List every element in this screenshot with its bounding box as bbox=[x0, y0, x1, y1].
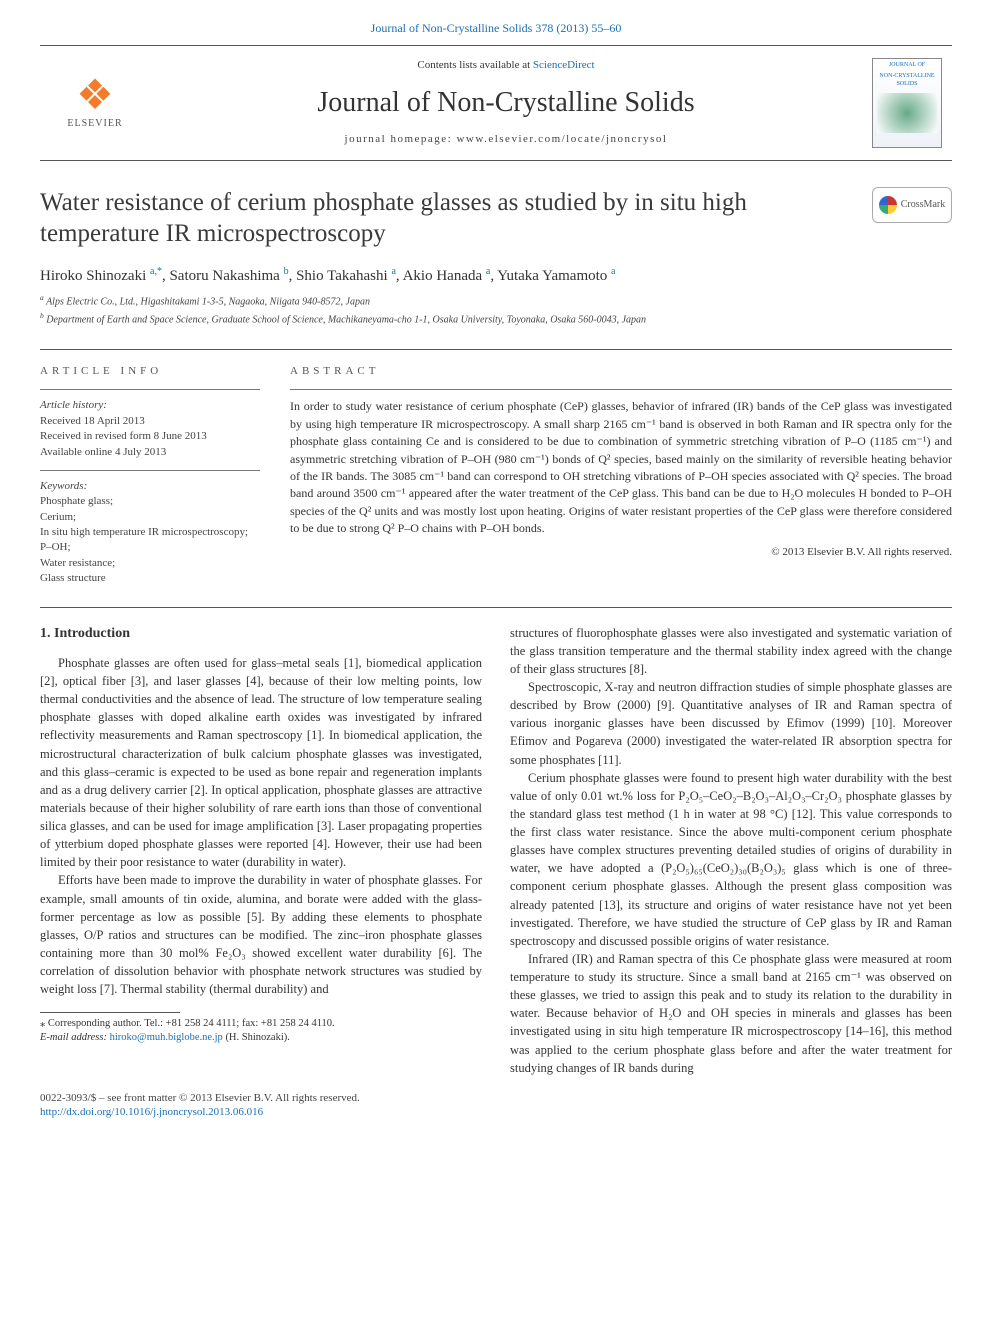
author-mark: a bbox=[486, 266, 490, 277]
body-paragraph: Phosphate glasses are often used for gla… bbox=[40, 654, 482, 872]
email-link[interactable]: hiroko@muh.biglobe.ne.jp bbox=[110, 1032, 223, 1043]
doi-link[interactable]: http://dx.doi.org/10.1016/j.jnoncrysol.2… bbox=[40, 1106, 263, 1118]
homepage-line: journal homepage: www.elsevier.com/locat… bbox=[140, 132, 872, 147]
journal-name: Journal of Non-Crystalline Solids bbox=[140, 83, 872, 122]
affil-mark: a bbox=[40, 293, 44, 302]
keyword: Cerium; bbox=[40, 510, 260, 525]
body-paragraph: Spectroscopic, X-ray and neutron diffrac… bbox=[510, 678, 952, 769]
article-history: Article history: Received 18 April 2013 … bbox=[40, 398, 260, 586]
article-info-column: ARTICLE INFO Article history: Received 1… bbox=[40, 364, 260, 587]
cover-title-main: NON-CRYSTALLINE SOLIDS bbox=[875, 72, 939, 89]
footnotes: ⁎ Corresponding author. Tel.: +81 258 24… bbox=[40, 1017, 482, 1044]
affil-text: Alps Electric Co., Ltd., Higashitakami 1… bbox=[46, 297, 370, 308]
author-mark: a bbox=[391, 266, 395, 277]
rule-header-bottom bbox=[40, 160, 952, 161]
citation-link[interactable]: Journal of Non-Crystalline Solids 378 (2… bbox=[371, 21, 622, 35]
affiliation: b Department of Earth and Space Science,… bbox=[40, 311, 952, 327]
author: Shio Takahashi bbox=[296, 268, 388, 284]
rule-body-top bbox=[40, 607, 952, 608]
homepage-label: journal homepage: bbox=[345, 133, 457, 145]
crossmark-label: CrossMark bbox=[901, 198, 945, 212]
affiliation: a Alps Electric Co., Ltd., Higashitakami… bbox=[40, 293, 952, 309]
info-rule bbox=[40, 389, 260, 390]
keyword: Water resistance; bbox=[40, 556, 260, 571]
email-line: E-mail address: hiroko@muh.biglobe.ne.jp… bbox=[40, 1031, 482, 1045]
cover-title-top: JOURNAL OF bbox=[875, 61, 939, 69]
issn-line: 0022-3093/$ – see front matter © 2013 El… bbox=[40, 1091, 360, 1105]
keyword: Glass structure bbox=[40, 571, 260, 586]
body-paragraph: Efforts have been made to improve the du… bbox=[40, 871, 482, 998]
footnote-rule bbox=[40, 1012, 180, 1013]
authors-line: Hiroko Shinozaki a,*, Satoru Nakashima b… bbox=[40, 265, 952, 287]
section-heading: 1. Introduction bbox=[40, 624, 482, 644]
crossmark-badge[interactable]: CrossMark bbox=[872, 187, 952, 223]
elsevier-tree-icon: ❖ bbox=[76, 75, 114, 117]
abstract-rule bbox=[290, 389, 952, 390]
keywords-label: Keywords: bbox=[40, 479, 260, 494]
rule-top bbox=[40, 45, 952, 46]
author: Akio Hanada bbox=[403, 268, 483, 284]
keyword: P–OH; bbox=[40, 540, 260, 555]
history-label: Article history: bbox=[40, 398, 260, 413]
abstract-column: ABSTRACT In order to study water resista… bbox=[290, 364, 952, 587]
keyword: Phosphate glass; bbox=[40, 494, 260, 509]
history-item: Received 18 April 2013 bbox=[40, 414, 260, 429]
page-footer: 0022-3093/$ – see front matter © 2013 El… bbox=[40, 1091, 952, 1120]
article-header: Water resistance of cerium phosphate gla… bbox=[40, 187, 952, 327]
keyword: In situ high temperature IR microspectro… bbox=[40, 525, 260, 540]
keywords-block: Keywords: Phosphate glass; Cerium; In si… bbox=[40, 479, 260, 587]
body-two-column: 1. Introduction Phosphate glasses are of… bbox=[40, 624, 952, 1077]
affil-mark: b bbox=[40, 311, 44, 320]
affil-text: Department of Earth and Space Science, G… bbox=[46, 314, 646, 325]
doi-block: 0022-3093/$ – see front matter © 2013 El… bbox=[40, 1091, 360, 1120]
body-paragraph: Cerium phosphate glasses were found to p… bbox=[510, 769, 952, 950]
author: Yutaka Yamamoto bbox=[497, 268, 607, 284]
info-abstract-row: ARTICLE INFO Article history: Received 1… bbox=[40, 349, 952, 587]
history-item: Available online 4 July 2013 bbox=[40, 445, 260, 460]
author-mark: a,* bbox=[150, 266, 162, 277]
article-info-heading: ARTICLE INFO bbox=[40, 364, 260, 379]
author-mark: a bbox=[611, 266, 615, 277]
abstract-copyright: © 2013 Elsevier B.V. All rights reserved… bbox=[290, 545, 952, 560]
body-paragraph: structures of fluorophosphate glasses we… bbox=[510, 624, 952, 678]
email-label: E-mail address: bbox=[40, 1032, 110, 1043]
citation-line: Journal of Non-Crystalline Solids 378 (2… bbox=[40, 20, 952, 37]
author-mark: b bbox=[284, 266, 289, 277]
info-rule bbox=[40, 470, 260, 471]
abstract-text: In order to study water resistance of ce… bbox=[290, 398, 952, 537]
crossmark-icon bbox=[879, 196, 897, 214]
sciencedirect-link[interactable]: ScienceDirect bbox=[533, 59, 595, 71]
journal-cover-thumb: JOURNAL OF NON-CRYSTALLINE SOLIDS bbox=[872, 58, 942, 148]
history-item: Received in revised form 8 June 2013 bbox=[40, 429, 260, 444]
elsevier-name: ELSEVIER bbox=[67, 117, 122, 131]
elsevier-logo: ❖ ELSEVIER bbox=[50, 58, 140, 148]
header-center: Contents lists available at ScienceDirec… bbox=[140, 58, 872, 148]
homepage-url[interactable]: www.elsevier.com/locate/jnoncrysol bbox=[456, 133, 667, 145]
abstract-heading: ABSTRACT bbox=[290, 364, 952, 379]
author: Hiroko Shinozaki bbox=[40, 268, 146, 284]
corresponding-author: ⁎ Corresponding author. Tel.: +81 258 24… bbox=[40, 1017, 482, 1031]
email-suffix: (H. Shinozaki). bbox=[225, 1032, 289, 1043]
journal-header: ❖ ELSEVIER Contents lists available at S… bbox=[40, 50, 952, 156]
article-title: Water resistance of cerium phosphate gla… bbox=[40, 187, 854, 250]
cover-footer bbox=[875, 138, 939, 145]
body-paragraph: Infrared (IR) and Raman spectra of this … bbox=[510, 950, 952, 1077]
contents-line: Contents lists available at ScienceDirec… bbox=[140, 58, 872, 73]
contents-prefix: Contents lists available at bbox=[417, 59, 532, 71]
author: Satoru Nakashima bbox=[169, 268, 279, 284]
cover-image-icon bbox=[877, 93, 937, 133]
